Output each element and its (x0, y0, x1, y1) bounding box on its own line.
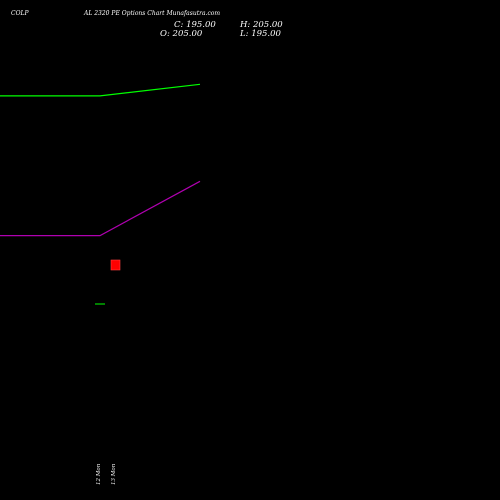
close-value: C: 195.00 (174, 20, 216, 30)
open-value: O: 205.00 (160, 29, 203, 39)
series-line-1 (0, 83, 201, 97)
high-value: H: 205.00 (239, 20, 283, 30)
x-tick-label-1: 12 Mon (96, 463, 102, 485)
plot-area: 12 Mon 13 Mon (0, 83, 201, 485)
series-line-2 (0, 180, 201, 237)
chart-symbol: COLP (11, 10, 29, 17)
x-tick-label-2: 13 Mon (111, 463, 117, 485)
candle-body-1 (110, 259, 121, 271)
low-value: L: 195.00 (239, 29, 282, 39)
chart-title: AL 2320 PE Options Chart Munafasutra.com (83, 10, 220, 17)
